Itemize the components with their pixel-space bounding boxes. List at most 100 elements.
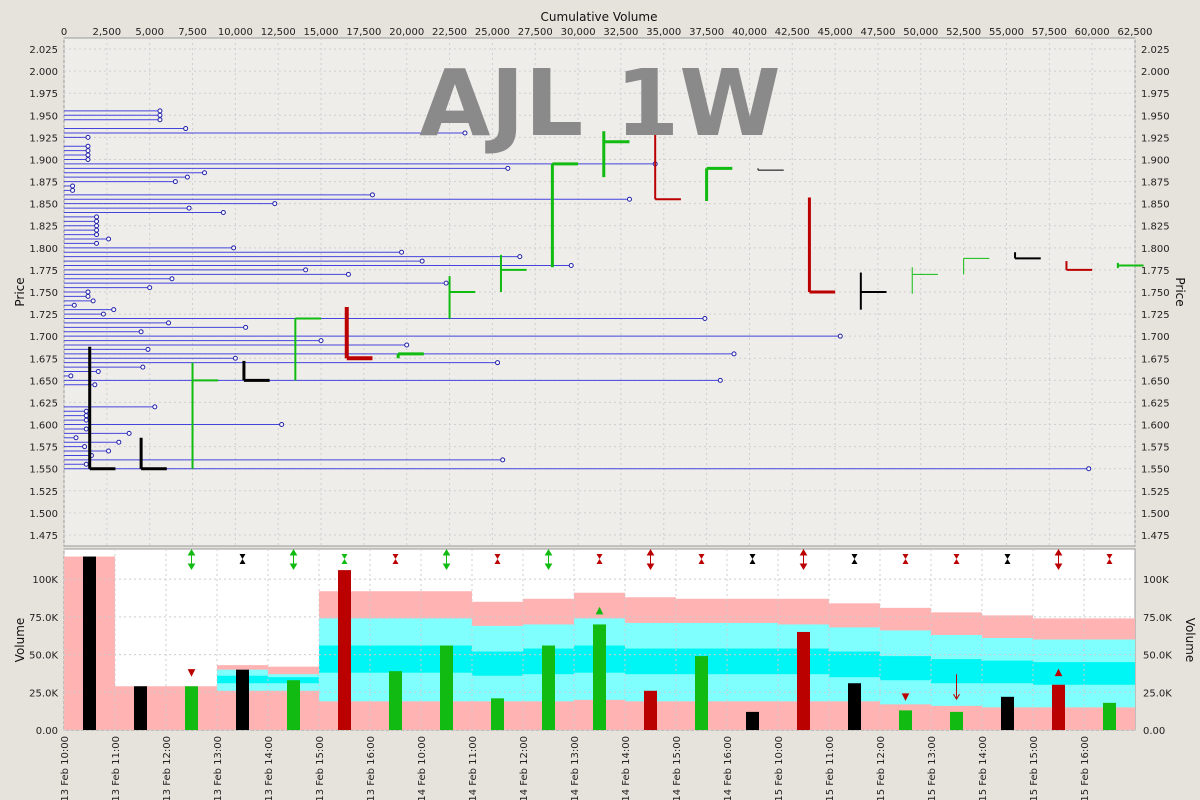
volume-bar <box>950 711 963 730</box>
profile-endpoint <box>443 280 449 286</box>
top-x-tick-label: 12,500 <box>261 27 296 38</box>
price-tick-label-left: 2.025 <box>29 45 58 56</box>
profile-endpoint <box>147 285 153 291</box>
volume-bar <box>185 686 198 730</box>
volume-bar <box>287 680 300 730</box>
price-tick-label-left: 1.825 <box>29 222 58 233</box>
volume-bar-marker <box>187 669 196 677</box>
price-tick-label-right: 1.975 <box>1141 89 1170 100</box>
volume-band-cyan-inner <box>982 660 1033 684</box>
price-tick-label-left: 1.650 <box>29 376 58 387</box>
profile-endpoint <box>85 152 91 158</box>
volume-bar <box>236 669 249 730</box>
top-x-tick-label: 22,500 <box>432 27 467 38</box>
profile-endpoint <box>303 267 309 273</box>
volume-bar <box>848 683 861 730</box>
profile-endpoint <box>166 320 172 326</box>
price-tick-label-right: 1.500 <box>1141 509 1170 520</box>
top-x-tick-label: 10,000 <box>218 27 253 38</box>
volume-x-tick-label: 15 Feb 10:00 <box>774 736 785 800</box>
price-tick-label-right: 1.700 <box>1141 332 1170 343</box>
price-tick-label-left: 1.675 <box>29 354 58 365</box>
top-x-tick-label: 57,500 <box>1032 27 1067 38</box>
profile-endpoint <box>116 439 122 445</box>
volume-tick-label-left: 100K <box>32 575 58 586</box>
volume-bar <box>389 671 402 730</box>
volume-signal-marker <box>341 554 348 564</box>
price-tick-label-right: 1.800 <box>1141 244 1170 255</box>
price-tick-label-left: 1.700 <box>29 332 58 343</box>
price-tick-label-left: 1.475 <box>29 531 58 542</box>
volume-x-tick-label: 14 Feb 13:00 <box>570 736 581 800</box>
volume-bar <box>1103 702 1116 730</box>
profile-endpoint <box>279 422 285 428</box>
price-tick-label-right: 1.750 <box>1141 288 1170 299</box>
profile-endpoint <box>500 457 506 463</box>
volume-x-tick-label: 14 Feb 10:00 <box>417 736 428 800</box>
top-x-tick-label: 27,500 <box>518 27 553 38</box>
price-tick-label-right: 1.900 <box>1141 155 1170 166</box>
price-tick-label-right: 2.000 <box>1141 67 1170 78</box>
volume-bar <box>134 686 147 730</box>
profile-endpoint <box>85 148 91 154</box>
profile-endpoint <box>517 254 523 260</box>
price-tick-label-left: 1.500 <box>29 509 58 520</box>
price-tick-label-right: 1.850 <box>1141 200 1170 211</box>
volume-signal-marker <box>187 549 196 570</box>
price-tick-label-right: 1.825 <box>1141 222 1170 233</box>
price-tick-label-right: 1.600 <box>1141 421 1170 432</box>
profile-endpoint <box>106 448 112 454</box>
volume-x-tick-label: 13 Feb 14:00 <box>264 736 275 800</box>
profile-endpoint <box>94 214 100 220</box>
profile-endpoint <box>73 435 79 441</box>
profile-endpoint <box>85 143 91 149</box>
profile-endpoint <box>83 408 89 414</box>
price-tick-label-right: 1.475 <box>1141 531 1170 542</box>
volume-band-cyan-inner <box>1084 662 1135 685</box>
volume-bar-marker <box>1054 668 1063 677</box>
top-x-tick-label: 30,000 <box>561 27 596 38</box>
profile-endpoint <box>186 205 192 211</box>
profile-endpoint <box>419 258 425 264</box>
price-tick-label-right: 1.875 <box>1141 178 1170 189</box>
price-tick-label-left: 1.600 <box>29 421 58 432</box>
profile-endpoint <box>111 307 117 313</box>
top-x-tick-label: 5,000 <box>135 27 164 38</box>
price-axis-title-right: Price <box>1173 277 1187 306</box>
top-x-tick-label: 20,000 <box>389 27 424 38</box>
profile-endpoint <box>318 338 324 344</box>
profile-endpoint <box>68 373 74 379</box>
price-tick-label-right: 1.625 <box>1141 398 1170 409</box>
profile-endpoint <box>157 108 163 114</box>
profile-endpoint <box>71 302 77 308</box>
profile-endpoint <box>85 293 91 299</box>
profile-endpoint <box>717 377 723 383</box>
top-x-tick-label: 42,500 <box>775 27 810 38</box>
top-x-tick-label: 35,000 <box>646 27 681 38</box>
price-tick-label-right: 1.575 <box>1141 443 1170 454</box>
price-tick-label-left: 1.775 <box>29 266 58 277</box>
profile-endpoint <box>152 404 158 410</box>
volume-bar <box>644 690 657 730</box>
profile-endpoint <box>83 417 89 423</box>
price-tick-label-left: 1.575 <box>29 443 58 454</box>
profile-endpoint <box>202 170 208 176</box>
profile-endpoint <box>106 236 112 242</box>
price-tick-label-left: 1.875 <box>29 178 58 189</box>
price-tick-label-left: 1.850 <box>29 200 58 211</box>
volume-signal-marker <box>544 549 553 570</box>
price-tick-label-left: 1.550 <box>29 465 58 476</box>
volume-x-tick-label: 15 Feb 12:00 <box>876 736 887 800</box>
volume-x-tick-label: 13 Feb 15:00 <box>315 736 326 800</box>
volume-signal-marker <box>902 554 909 564</box>
top-x-tick-label: 37,500 <box>689 27 724 38</box>
volume-tick-label-right: 25.0K <box>1143 688 1172 699</box>
price-tick-label-left: 1.900 <box>29 155 58 166</box>
volume-x-tick-label: 13 Feb 13:00 <box>213 736 224 800</box>
volume-x-tick-label: 13 Feb 11:00 <box>111 736 122 800</box>
volume-signal-marker <box>494 554 501 564</box>
profile-endpoint <box>94 227 100 233</box>
top-axis-title: Cumulative Volume <box>541 10 658 24</box>
profile-endpoint <box>82 444 88 450</box>
top-x-tick-label: 25,000 <box>475 27 510 38</box>
